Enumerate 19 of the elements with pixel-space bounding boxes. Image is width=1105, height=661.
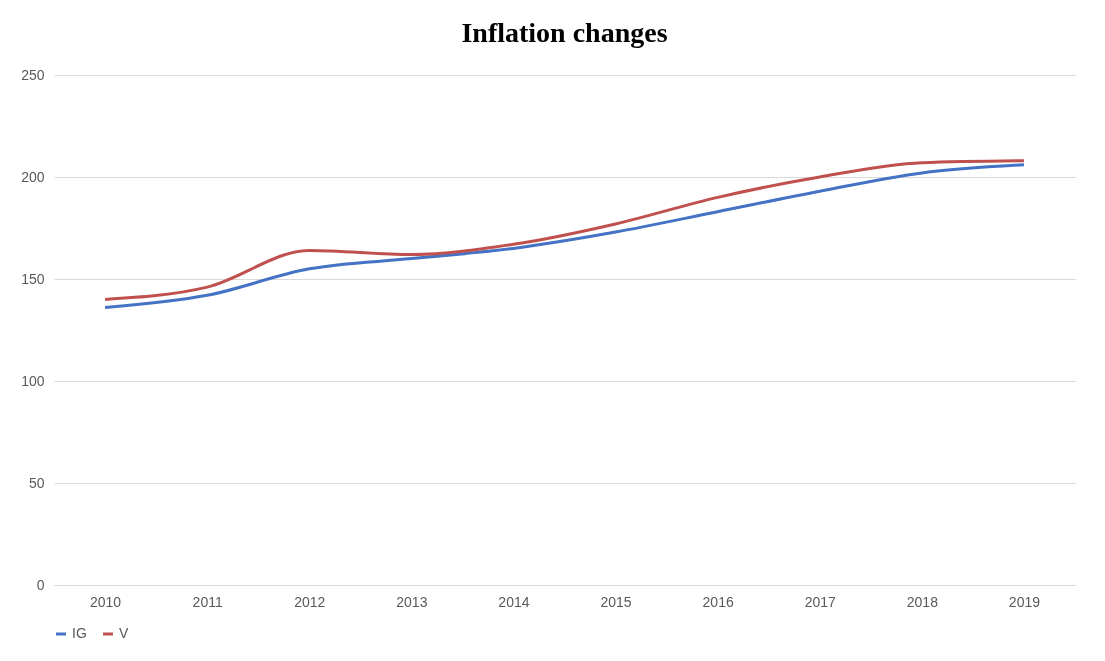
legend-label: IG: [72, 625, 87, 641]
x-tick-label: 2018: [906, 593, 939, 610]
chart-title: Inflation changes: [461, 17, 668, 48]
x-tick-label: 2010: [89, 593, 122, 610]
x-tick-label: 2013: [396, 593, 428, 610]
x-tick-label: 2017: [804, 593, 837, 610]
legend-label: V: [119, 625, 129, 641]
y-tick-label: 100: [21, 372, 45, 389]
x-tick-label: 2011: [192, 593, 223, 610]
x-tick-label: 2014: [498, 593, 530, 610]
y-tick-label: 150: [21, 270, 45, 287]
y-tick-label: 200: [21, 168, 45, 185]
x-tick-label: 2016: [702, 593, 734, 610]
y-tick-label: 0: [36, 576, 45, 593]
x-tick-label: 2015: [600, 593, 632, 610]
y-tick-label: 50: [28, 474, 45, 491]
x-tick-label: 2019: [1008, 593, 1041, 610]
y-tick-label: 250: [21, 66, 45, 83]
x-tick-label: 2012: [294, 593, 326, 610]
